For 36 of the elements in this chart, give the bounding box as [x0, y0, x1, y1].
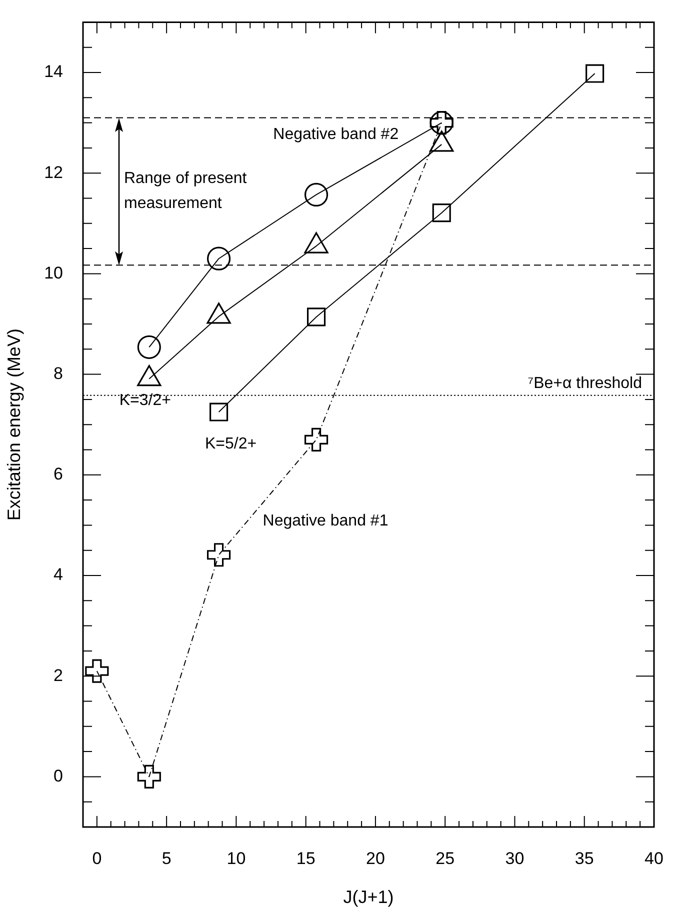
series-label: K=3/2+	[119, 392, 171, 410]
y-tick-label: 10	[44, 263, 63, 282]
point	[85, 659, 109, 683]
point	[306, 308, 326, 326]
y-axis-title: Excitation energy (MeV)	[4, 328, 24, 521]
x-tick-label: 10	[226, 848, 246, 868]
point	[304, 428, 328, 452]
point	[210, 402, 228, 422]
point	[137, 335, 161, 359]
y-tick-label: 2	[54, 666, 63, 685]
y-tick-label: 14	[44, 62, 63, 82]
y-tick-label: 6	[54, 464, 63, 484]
y-tick-label: 8	[54, 364, 63, 383]
point	[137, 764, 161, 788]
x-tick-label: 35	[574, 848, 594, 868]
point	[586, 64, 604, 83]
series-label: Negative band #2	[273, 126, 399, 144]
x-tick-label: 40	[644, 848, 664, 868]
annotation: Range of present measurement	[124, 170, 248, 212]
x-tick-label: 0	[92, 848, 102, 868]
y-tick-label: 12	[44, 162, 63, 182]
series-label: K=5/2+	[204, 435, 257, 452]
point	[206, 543, 231, 567]
point	[304, 182, 328, 207]
point	[206, 246, 231, 270]
y-tick-label: 0	[54, 766, 63, 786]
x-axis-title: J(J+1)	[343, 887, 394, 908]
x-tick-label: 30	[505, 848, 524, 868]
y-tick-label: 4	[54, 565, 63, 584]
x-tick-label: 20	[366, 848, 385, 868]
x-tick-label: 15	[296, 848, 316, 868]
x-tick-label: 25	[436, 848, 455, 868]
series-label: Negative band #1	[262, 512, 388, 530]
point	[432, 204, 451, 222]
x-tick-label: 5	[162, 848, 172, 868]
ref-line-label: ⁷Be+α threshold	[528, 374, 642, 392]
